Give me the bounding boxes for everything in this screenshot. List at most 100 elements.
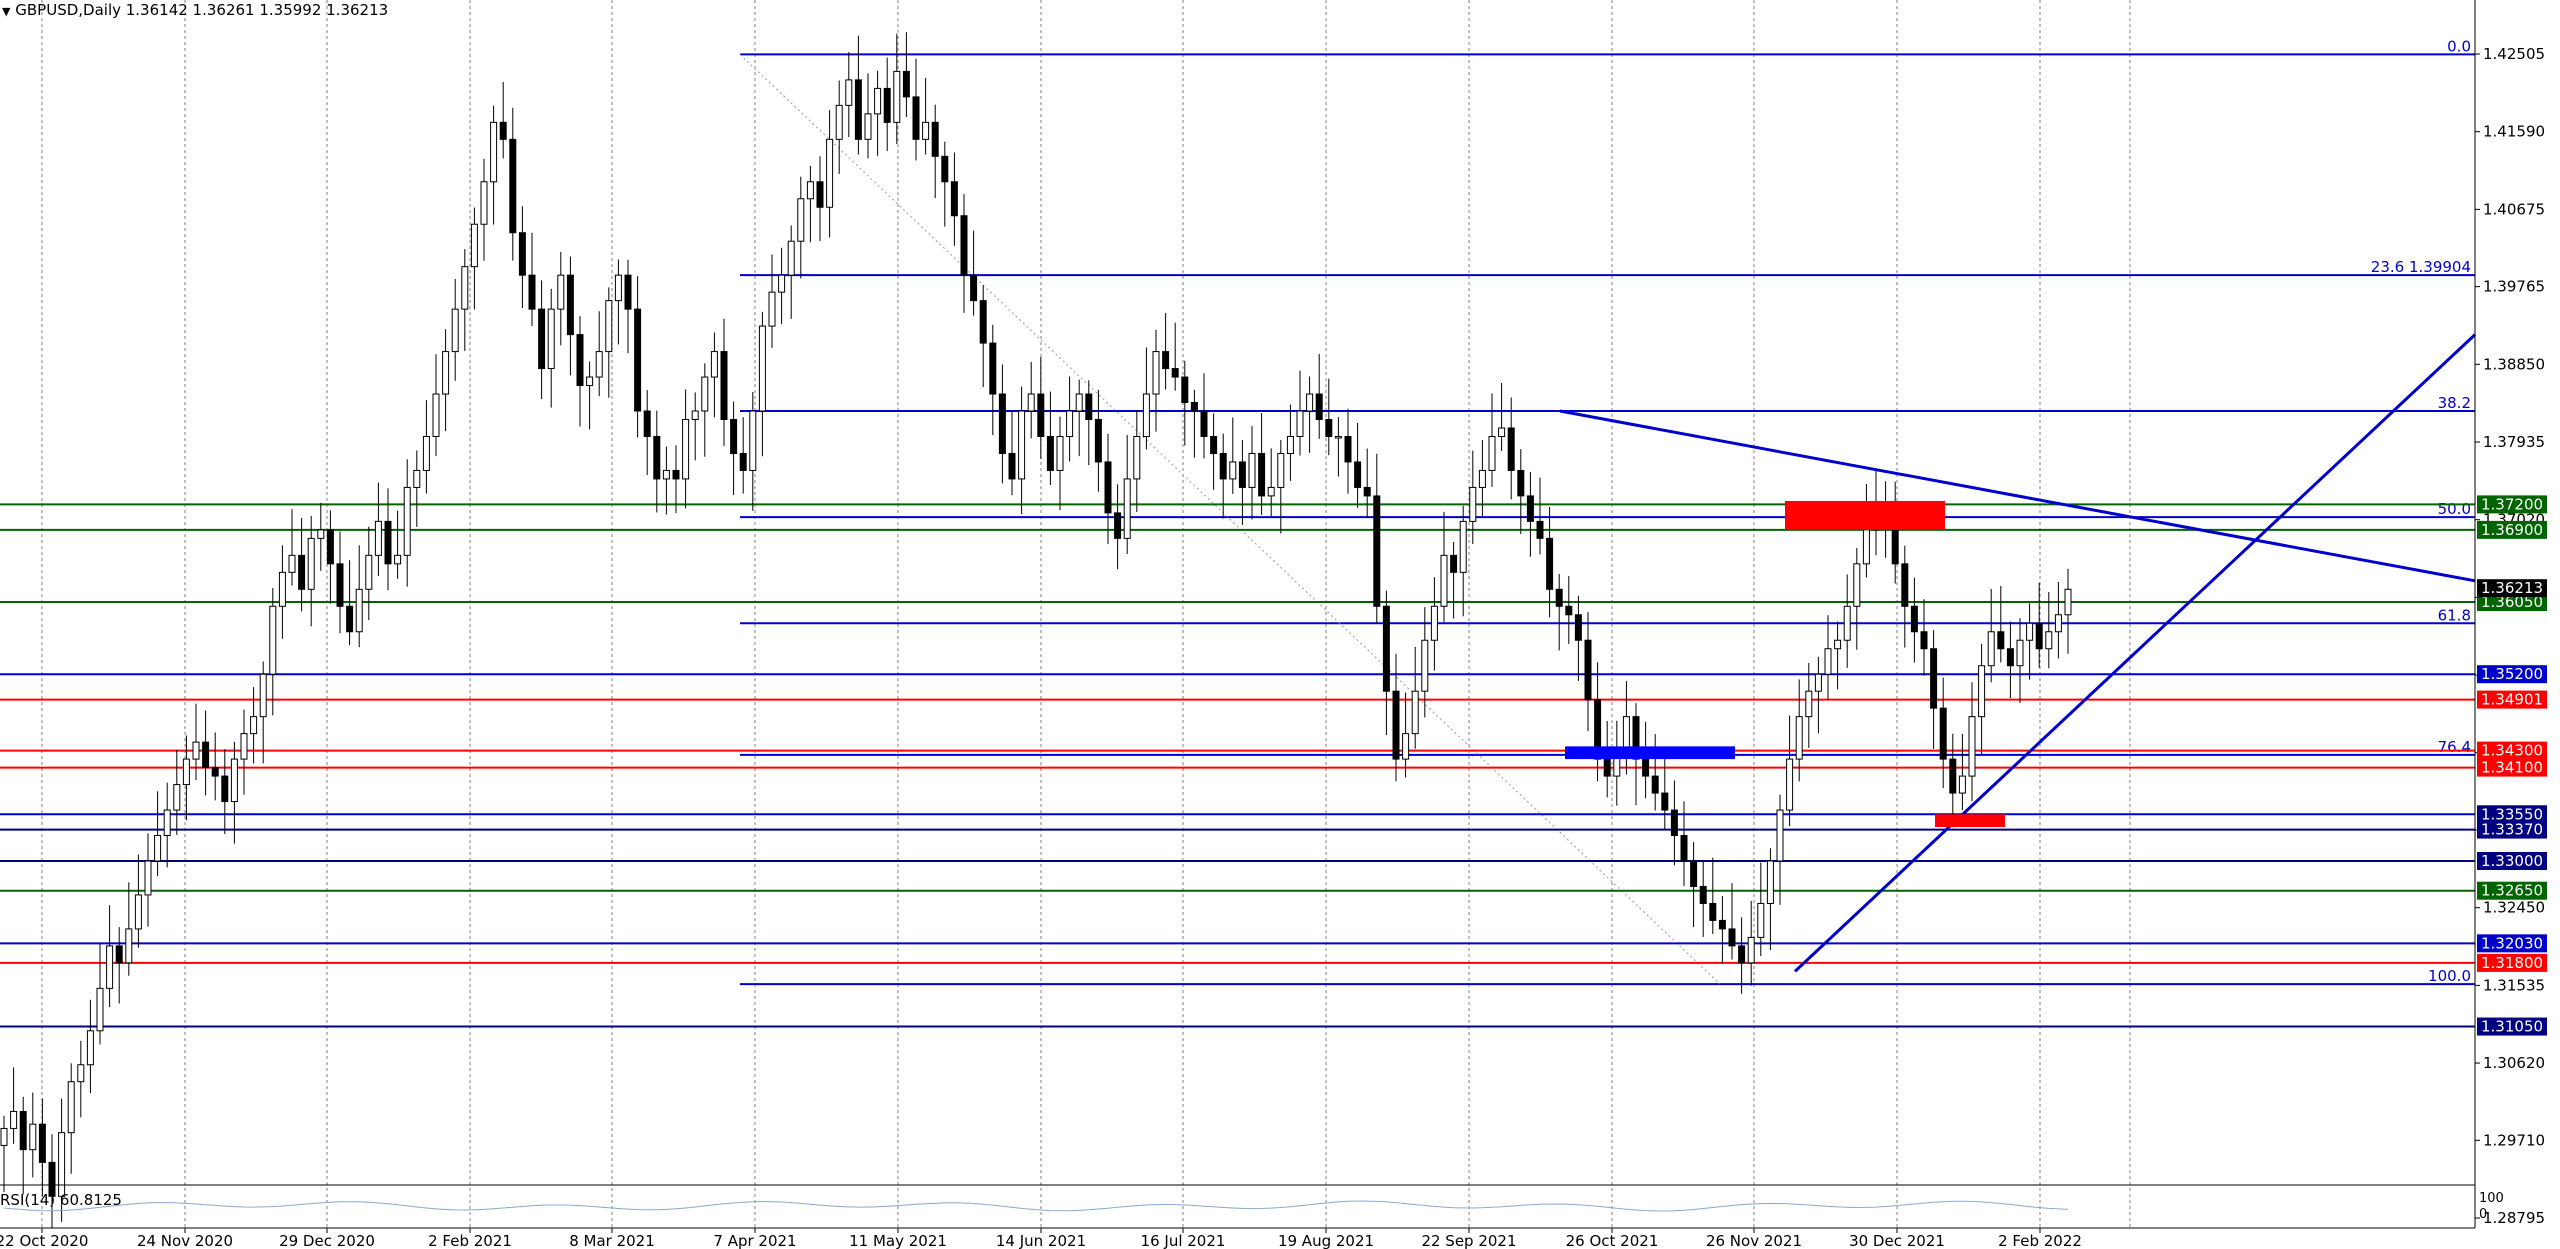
- rsi-label: RSI(14) 60.8125: [0, 1191, 122, 1209]
- date-tick-label: 8 Mar 2021: [569, 1232, 655, 1249]
- candle-body: [1862, 529, 1870, 565]
- fibonacci-retracement: 0.0 23.6 1.39904 38.2 50.0 61.8 76.4 100.0: [739, 37, 2475, 986]
- candle-body: [768, 291, 776, 327]
- symbol-menu-icon[interactable]: ▼: [2, 5, 11, 18]
- candle-body: [1622, 716, 1630, 752]
- candle-body: [1219, 452, 1227, 480]
- candle-body: [374, 520, 382, 556]
- candle-body: [451, 308, 459, 353]
- price-level-badge: [2477, 820, 2547, 839]
- date-tick-label: 22 Oct 2020: [0, 1232, 88, 1249]
- candle-body: [518, 232, 526, 276]
- candle-body: [1747, 936, 1755, 964]
- candle-body: [566, 274, 574, 336]
- date-tick-label: 24 Nov 2020: [137, 1232, 233, 1249]
- candle-body: [499, 121, 507, 140]
- candle-body: [461, 266, 469, 310]
- candle-body: [710, 351, 718, 378]
- candle-body: [2006, 648, 2014, 667]
- candle-body: [240, 733, 248, 760]
- price-level-badge: [2477, 520, 2547, 539]
- candle-body: [115, 945, 123, 964]
- date-tick-label: 2 Feb 2021: [428, 1232, 512, 1249]
- candle-body: [1248, 452, 1256, 488]
- price-level-badge: [2477, 593, 2547, 612]
- candle-body: [643, 410, 651, 437]
- candle-body: [1930, 648, 1938, 709]
- rsi-scale-bottom: 0: [2479, 1207, 2487, 1222]
- candle-body: [490, 121, 498, 183]
- candle-body: [1939, 707, 1947, 760]
- candle-body: [797, 198, 805, 242]
- candle-body: [614, 274, 622, 302]
- candle-body: [1296, 410, 1304, 437]
- candle-body: [1037, 393, 1045, 437]
- date-tick-label: 19 Aug 2021: [1278, 1232, 1374, 1249]
- candle-body: [1978, 665, 1986, 718]
- fib-level-label: 100.0: [2428, 967, 2471, 985]
- candle-body: [1094, 419, 1102, 463]
- current-price-badge: [2477, 579, 2547, 598]
- candle-body: [1661, 792, 1669, 811]
- candle-body: [250, 716, 258, 735]
- candle-body: [1853, 563, 1861, 607]
- candle-body: [432, 393, 440, 437]
- candle-body: [1181, 376, 1189, 404]
- candle-body: [758, 325, 766, 412]
- candle-body: [106, 945, 114, 989]
- candle-body: [806, 181, 814, 200]
- candle-body: [413, 469, 421, 488]
- candle-body: [1795, 716, 1803, 760]
- candle-body: [470, 223, 478, 268]
- fib-level-label: 0.0: [2447, 37, 2471, 55]
- candle-body: [682, 419, 690, 480]
- candle-body: [173, 784, 181, 811]
- date-tick-label: 16 Jul 2021: [1141, 1232, 1226, 1249]
- candle-body: [701, 376, 709, 412]
- candle-body: [1574, 614, 1582, 641]
- candle-body: [336, 563, 344, 607]
- candle-body: [1267, 486, 1275, 497]
- candle-body: [1526, 495, 1534, 522]
- price-level-badge: [2477, 758, 2547, 777]
- price-tick-label: 1.42505: [2483, 45, 2545, 63]
- candle-body: [662, 469, 670, 480]
- date-tick-label: 7 Apr 2021: [713, 1232, 796, 1249]
- candle-body: [1642, 758, 1650, 777]
- candle-body: [1104, 461, 1112, 514]
- date-tick-label: 22 Sep 2021: [1421, 1232, 1516, 1249]
- candle-body: [86, 1030, 94, 1066]
- candle-body: [1920, 631, 1928, 650]
- candle-body: [845, 79, 853, 106]
- candle-body: [365, 554, 373, 590]
- candle-body: [557, 274, 565, 310]
- candle-body: [38, 1123, 46, 1163]
- candle-body: [1766, 860, 1774, 904]
- price-level-badge: [2477, 690, 2547, 709]
- price-level-badge: [2477, 934, 2547, 953]
- candle-body: [422, 435, 430, 471]
- date-tick-label: 2 Feb 2022: [1998, 1232, 2082, 1249]
- candle-body: [739, 452, 747, 471]
- supply-zone-rect: [1785, 501, 1945, 530]
- candle-body: [1949, 758, 1957, 794]
- candle-body: [605, 300, 613, 353]
- candle-body: [182, 758, 190, 786]
- price-level-badge-label: 1.33550: [2481, 805, 2543, 823]
- candle-body: [1392, 690, 1400, 760]
- candle-body: [19, 1110, 27, 1151]
- candle-body: [355, 588, 363, 633]
- candle-body: [1421, 639, 1429, 692]
- candle-body: [1210, 435, 1218, 454]
- chart-header: ▼ GBPUSD,Daily 1.36142 1.36261 1.35992 1…: [2, 1, 388, 19]
- candle-body: [634, 308, 642, 412]
- price-tick-label: 1.41590: [2483, 123, 2545, 141]
- candle-body: [864, 113, 872, 140]
- horizontal-levels: [0, 503, 2475, 1028]
- candle-body: [2064, 588, 2072, 616]
- candle-body: [1507, 427, 1515, 471]
- candle-body: [1824, 648, 1832, 675]
